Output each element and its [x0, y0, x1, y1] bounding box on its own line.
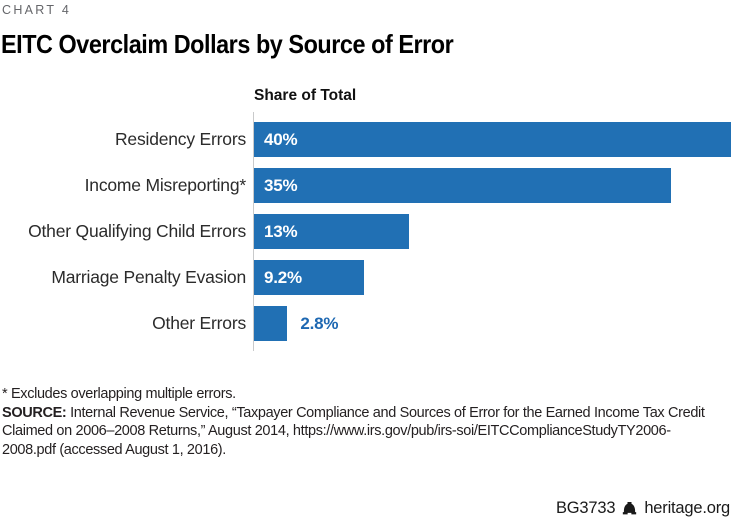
source-note: SOURCE: Internal Revenue Service, “Taxpa… [2, 404, 710, 460]
asterisk-note: * Excludes overlapping multiple errors. [2, 386, 236, 402]
bar-track: 35% [254, 168, 734, 203]
bar: 9.2% [254, 260, 364, 295]
bar-value-label: 40% [264, 129, 298, 149]
bar-track: 2.8% [254, 306, 734, 341]
bar-row: Marriage Penalty Evasion 9.2% [0, 260, 734, 295]
category-label: Income Misreporting* [84, 175, 247, 195]
chart-title: EITC Overclaim Dollars by Source of Erro… [1, 29, 454, 59]
y-axis-line [253, 112, 254, 351]
bar-track: 9.2% [254, 260, 734, 295]
bar-row: Other Errors 2.8% [0, 306, 734, 341]
bar-track: 40% [254, 122, 734, 157]
category-label: Residency Errors [114, 129, 246, 149]
bar-row: Residency Errors 40% [0, 122, 734, 157]
bar: 40% [254, 122, 731, 157]
category-label: Other Qualifying Child Errors [28, 221, 246, 241]
source-text: Internal Revenue Service, “Taxpayer Comp… [2, 404, 705, 458]
chart-kicker: CHART 4 [2, 3, 72, 17]
report-id: BG3733 [555, 499, 616, 517]
site-url: heritage.org [644, 499, 730, 517]
bar-row: Income Misreporting* 35% [0, 168, 734, 203]
footer: BG3733 heritage.org [556, 499, 730, 518]
bar-value-label: 13% [264, 221, 298, 241]
bar: 13% [254, 214, 410, 249]
axis-title: Share of Total [254, 87, 357, 104]
bar-row: Other Qualifying Child Errors 13% [0, 214, 734, 249]
bar [254, 306, 288, 341]
bar-track: 13% [254, 214, 734, 249]
bar: 35% [254, 168, 672, 203]
bar-value-label: 9.2% [264, 267, 302, 287]
category-label: Other Errors [152, 313, 246, 333]
bar-rows: Residency Errors 40% Income Misreporting… [0, 122, 734, 341]
heritage-bell-icon [622, 501, 637, 516]
footnotes: * Excludes overlapping multiple errors. … [2, 385, 710, 459]
category-label: Marriage Penalty Evasion [51, 267, 246, 287]
bar-value-label-outside: 2.8% [300, 313, 339, 333]
bar-value-label: 35% [264, 175, 298, 195]
source-label: SOURCE: [2, 404, 67, 421]
